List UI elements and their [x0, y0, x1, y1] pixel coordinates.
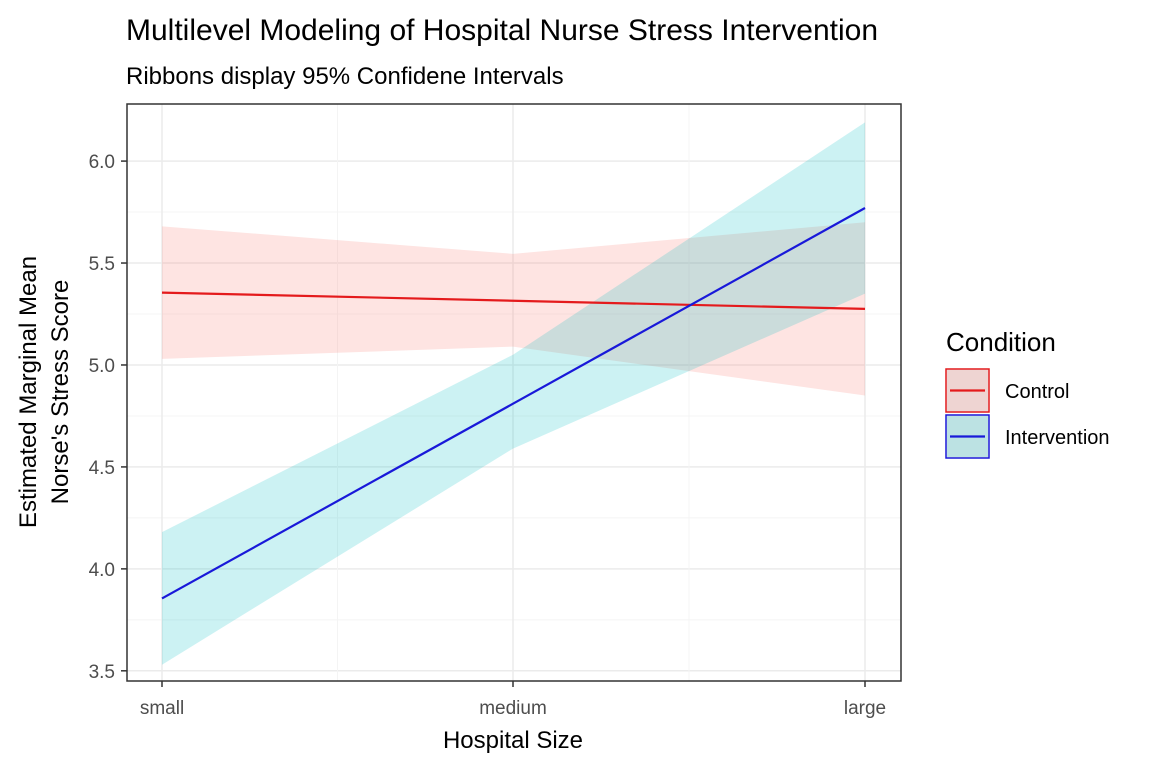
y-tick-label: 5.5 — [89, 254, 115, 275]
y-tick-label: 6.0 — [89, 152, 115, 173]
y-tick-label: 4.0 — [89, 560, 115, 581]
legend-label-intervention: Intervention — [1005, 427, 1110, 449]
legend-label-control: Control — [1005, 381, 1069, 403]
grid-lines — [127, 104, 901, 681]
ribbons — [162, 122, 865, 665]
x-tick-label: large — [844, 698, 886, 719]
panel-frame — [126, 103, 902, 682]
series-line-control — [161, 291, 866, 311]
ribbon-control — [162, 222, 865, 396]
panel-border — [126, 103, 902, 682]
legend-title: Condition — [946, 327, 1056, 357]
series-line-intervention — [161, 207, 866, 600]
series-lines — [161, 207, 866, 600]
y-axis-label-line-1: Estimated Marginal Mean — [15, 256, 42, 528]
chart-subtitle: Ribbons display 95% Confidene Intervals — [126, 63, 564, 90]
x-tick-label: medium — [479, 698, 547, 719]
legend: Condition Control Intervention — [945, 327, 1110, 459]
y-tick-label: 5.0 — [89, 356, 115, 377]
x-tick-label: small — [140, 698, 184, 719]
plot-panel — [127, 104, 901, 681]
axes: 3.5 4.0 4.5 5.0 5.5 6.0 small medium large — [89, 152, 887, 719]
panel-background — [127, 104, 901, 681]
y-tick-label: 4.5 — [89, 458, 115, 479]
ribbon-intervention — [162, 122, 865, 665]
y-axis-label-line-2: Norse's Stress Score — [47, 280, 74, 505]
y-tick-label: 3.5 — [89, 662, 115, 683]
x-axis-label: Hospital Size — [443, 727, 583, 754]
chart-title: Multilevel Modeling of Hospital Nurse St… — [126, 14, 878, 47]
